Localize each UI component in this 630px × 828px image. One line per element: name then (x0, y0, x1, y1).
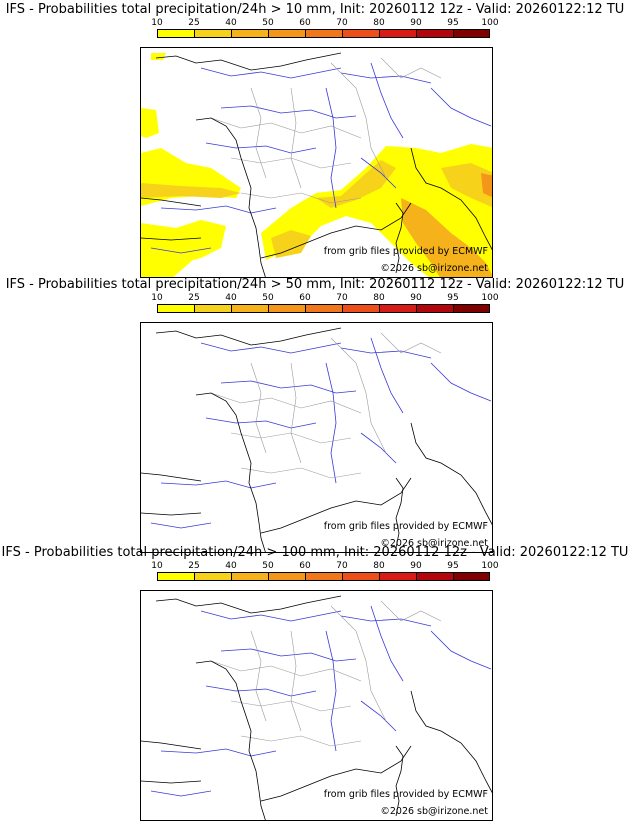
colorbar-swatch (342, 572, 379, 581)
panel-100mm: IFS - Probabilities total precipitation/… (0, 545, 630, 821)
probability-map: from grib files provided by ECMWF ©2026 … (140, 590, 493, 821)
probability-map: from grib files provided by ECMWF ©2026 … (140, 322, 493, 553)
colorbar-swatch (342, 29, 379, 38)
colorbar-swatch (379, 572, 416, 581)
colorbar-tick-label: 40 (225, 18, 237, 28)
coastline (141, 327, 492, 552)
colorbar-swatch (416, 29, 453, 38)
colorbar-swatch (342, 304, 379, 313)
borders (210, 600, 442, 747)
colorbar-tick-label: 95 (447, 293, 459, 303)
borders (210, 332, 442, 479)
colorbar-swatch (157, 572, 194, 581)
colorbar-tick-label: 40 (225, 293, 237, 303)
colorbar-tick-label: 80 (373, 561, 385, 571)
panel-50mm: IFS - Probabilities total precipitation/… (0, 277, 630, 553)
colorbar-swatch (194, 29, 231, 38)
panel-title: IFS - Probabilities total precipitation/… (1, 545, 629, 560)
probability-map: from grib files provided by ECMWF ©2026 … (140, 47, 493, 278)
colorbar-swatch (305, 29, 342, 38)
precip-shading (141, 53, 492, 277)
colorbar-tick-label: 10 (151, 293, 163, 303)
colorbar-swatch (453, 304, 490, 313)
source-credit: from grib files provided by ECMWF (323, 521, 488, 532)
coastline (141, 52, 492, 277)
panel-title: IFS - Probabilities total precipitation/… (5, 277, 625, 292)
colorbar-tick-label: 95 (447, 18, 459, 28)
colorbar-tick-label: 60 (299, 18, 311, 28)
colorbar-tick-label: 70 (336, 293, 348, 303)
colorbar-tick-label: 60 (299, 293, 311, 303)
colorbar-tick-label: 80 (373, 18, 385, 28)
colorbar-swatch (231, 572, 268, 581)
colorbar: 10 25 40 50 60 70 80 90 95 100 (151, 561, 499, 585)
colorbar-tick-label: 70 (336, 561, 348, 571)
copyright-credit: ©2026 sb@irizone.net (380, 806, 488, 817)
colorbar-tick-label: 90 (410, 18, 422, 28)
colorbar: 10 25 40 50 60 70 80 90 95 100 (151, 293, 499, 317)
colorbar-swatch (194, 572, 231, 581)
map-canvas (141, 52, 492, 277)
colorbar-swatch (379, 304, 416, 313)
colorbar-swatch (453, 29, 490, 38)
colorbar-tick-label: 90 (410, 561, 422, 571)
colorbar-swatch (416, 572, 453, 581)
colorbar: 10 25 40 50 60 70 80 90 95 100 (151, 18, 499, 42)
colorbar-tick-label: 25 (188, 293, 200, 303)
colorbar-tick-label: 50 (262, 293, 274, 303)
colorbar-swatch (268, 572, 305, 581)
colorbar-tick-label: 60 (299, 561, 311, 571)
colorbar-swatch (268, 304, 305, 313)
colorbar-tick-label: 25 (188, 18, 200, 28)
colorbar-tick-label: 100 (481, 561, 499, 571)
rivers (150, 62, 492, 254)
copyright-credit: ©2026 sb@irizone.net (380, 538, 488, 549)
colorbar-swatch (416, 304, 453, 313)
colorbar-tick-label: 70 (336, 18, 348, 28)
colorbar-tick-label: 100 (481, 293, 499, 303)
colorbar-tick-label: 25 (188, 561, 200, 571)
colorbar-tick-label: 90 (410, 293, 422, 303)
colorbar-tick-label: 40 (225, 561, 237, 571)
colorbar-swatch (379, 29, 416, 38)
panel-title: IFS - Probabilities total precipitation/… (5, 2, 625, 17)
source-credit: from grib files provided by ECMWF (323, 246, 488, 257)
rivers (150, 337, 492, 529)
colorbar-swatch (453, 572, 490, 581)
copyright-credit: ©2026 sb@irizone.net (380, 263, 488, 274)
map-canvas (141, 327, 492, 552)
colorbar-tick-label: 95 (447, 561, 459, 571)
coastline (141, 595, 492, 820)
borders (210, 57, 442, 204)
colorbar-tick-label: 10 (151, 561, 163, 571)
colorbar-swatch (268, 29, 305, 38)
source-credit: from grib files provided by ECMWF (323, 789, 488, 800)
colorbar-tick-label: 50 (262, 18, 274, 28)
colorbar-swatch (231, 29, 268, 38)
colorbar-swatch (305, 572, 342, 581)
colorbar-swatch (305, 304, 342, 313)
colorbar-tick-label: 80 (373, 293, 385, 303)
rivers (150, 605, 492, 797)
colorbar-swatch (194, 304, 231, 313)
colorbar-tick-label: 50 (262, 561, 274, 571)
colorbar-swatch (157, 304, 194, 313)
colorbar-swatch (157, 29, 194, 38)
map-canvas (141, 595, 492, 820)
colorbar-tick-label: 100 (481, 18, 499, 28)
colorbar-swatch (231, 304, 268, 313)
panel-10mm: IFS - Probabilities total precipitation/… (0, 2, 630, 278)
colorbar-tick-label: 10 (151, 18, 163, 28)
